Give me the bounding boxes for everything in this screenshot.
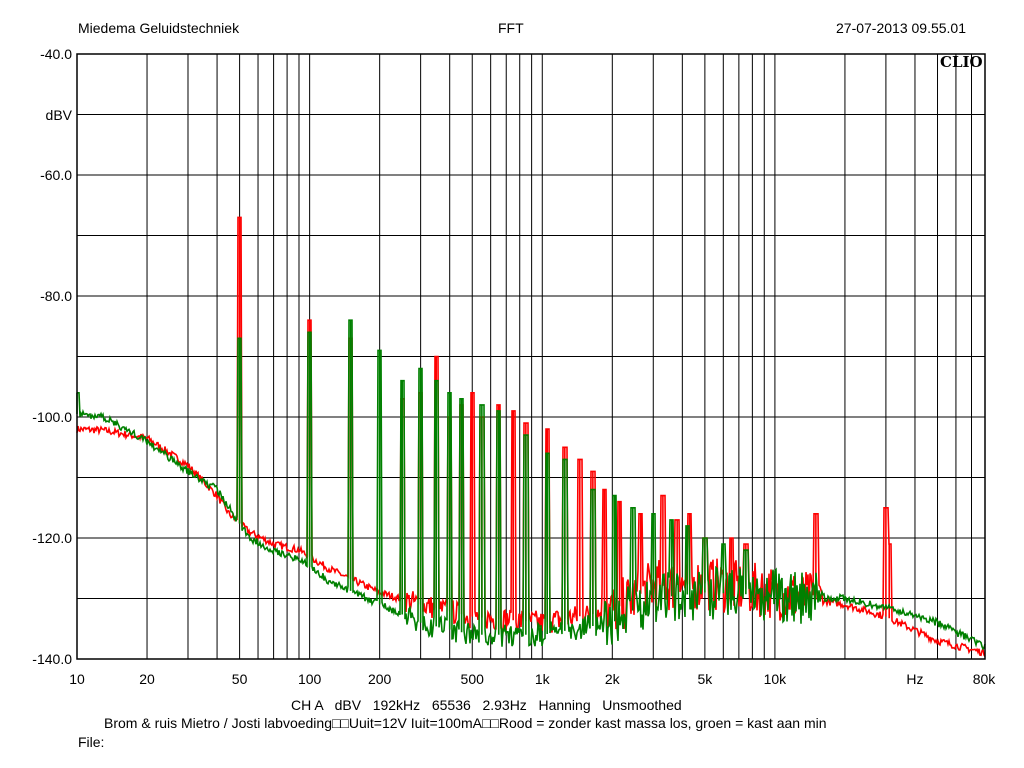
timestamp-label: 27-07-2013 09.55.01 [836,20,966,36]
x-tick-label: 80k [972,671,996,687]
chart-title: FFT [498,20,524,36]
y-axis-unit-label: dBV [45,107,72,123]
y-tick-label: -140.0 [32,651,72,667]
y-tick-label: -60.0 [40,167,72,183]
measurement-settings: CH A dBV 192kHz 65536 2.93Hz Hanning Uns… [291,697,682,713]
y-tick-label: -40.0 [40,46,72,62]
plot-border [76,53,986,660]
series-green-line [77,319,986,651]
x-tick-label: 200 [367,671,392,687]
y-tick-label: -80.0 [40,288,72,304]
x-tick-label: 50 [231,671,248,687]
x-tick-label: 10 [69,671,85,687]
measurement-description: Brom & ruis Mietro / Josti labvoeding□□U… [104,715,827,731]
y-tick-label: -120.0 [32,530,72,546]
x-tick-label: 20 [139,671,155,687]
file-label: File: [78,734,105,750]
x-tick-label: 1k [534,671,550,687]
y-tick-label: -100.0 [32,409,72,425]
x-tick-label: 10k [763,671,787,687]
header-left-label: Miedema Geluidstechniek [78,20,240,36]
x-tick-label: Hz [906,671,924,687]
x-tick-label: 5k [697,671,713,687]
series-layer [76,216,986,657]
x-tick-label: 100 [297,671,322,687]
x-tick-label: 2k [604,671,620,687]
x-tick-label: 500 [460,671,484,687]
clio-logo: CLIO [940,53,983,71]
